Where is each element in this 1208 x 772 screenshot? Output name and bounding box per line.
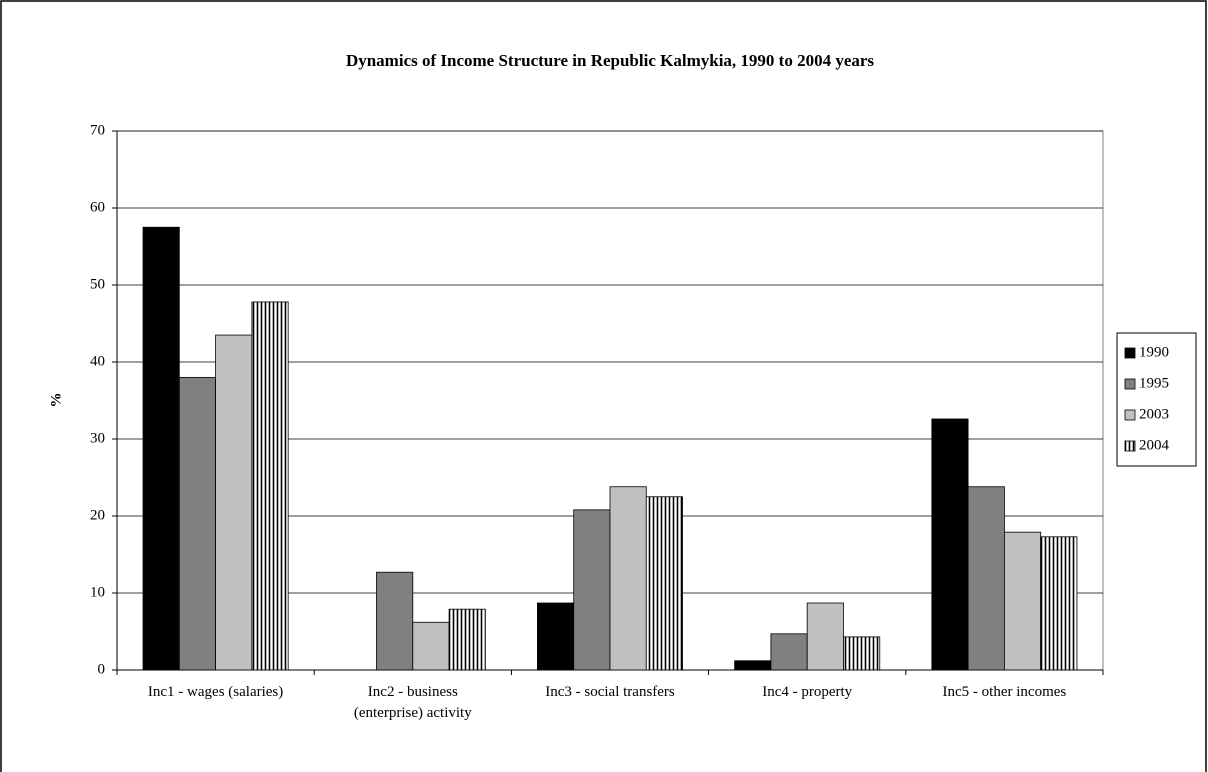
bar: [1040, 536, 1078, 671]
x-tick-label: Inc2 - business (enterprise) activity: [353, 684, 472, 721]
bar: [770, 633, 808, 671]
legend-label: 1995: [1139, 375, 1169, 391]
y-axis-label: %: [48, 393, 64, 408]
x-tick-label: Inc4 - property: [762, 684, 853, 700]
bar: [931, 418, 969, 671]
bar: [573, 509, 611, 671]
y-tick-label: 20: [90, 507, 105, 523]
legend-swatch: [1124, 440, 1136, 452]
bar: [645, 496, 683, 671]
bar: [448, 608, 486, 671]
bar: [1004, 531, 1042, 671]
x-tick-label: Inc1 - wages (salaries): [147, 684, 284, 700]
bar: [251, 301, 289, 671]
bar: [806, 602, 844, 671]
bar: [376, 571, 414, 671]
bar: [734, 660, 772, 671]
y-tick-label: 10: [90, 584, 105, 600]
legend-swatch: [1124, 378, 1136, 390]
bar: [412, 621, 450, 671]
y-tick-label: 40: [90, 353, 105, 369]
bar: [537, 602, 575, 671]
legend-label: 1990: [1139, 344, 1169, 360]
y-tick-label: 60: [90, 199, 105, 215]
x-tick-label: Inc3 - social transfers: [545, 684, 675, 700]
chart-title: Dynamics of Income Structure in Republic…: [346, 51, 874, 70]
bar: [178, 376, 217, 671]
bar: [843, 636, 881, 671]
bar: [609, 486, 647, 671]
bar: [142, 226, 180, 671]
legend-swatch: [1124, 347, 1136, 359]
y-tick-label: 30: [90, 430, 105, 446]
legend-swatch: [1124, 409, 1136, 421]
legend-label: 2003: [1139, 406, 1169, 422]
y-tick-label: 0: [98, 661, 106, 677]
bar: [967, 486, 1005, 671]
y-tick-label: 50: [90, 276, 105, 292]
legend-label: 2004: [1139, 437, 1170, 453]
y-tick-label: 70: [90, 122, 105, 138]
x-tick-label: Inc5 - other incomes: [942, 684, 1067, 700]
bar: [215, 334, 253, 671]
